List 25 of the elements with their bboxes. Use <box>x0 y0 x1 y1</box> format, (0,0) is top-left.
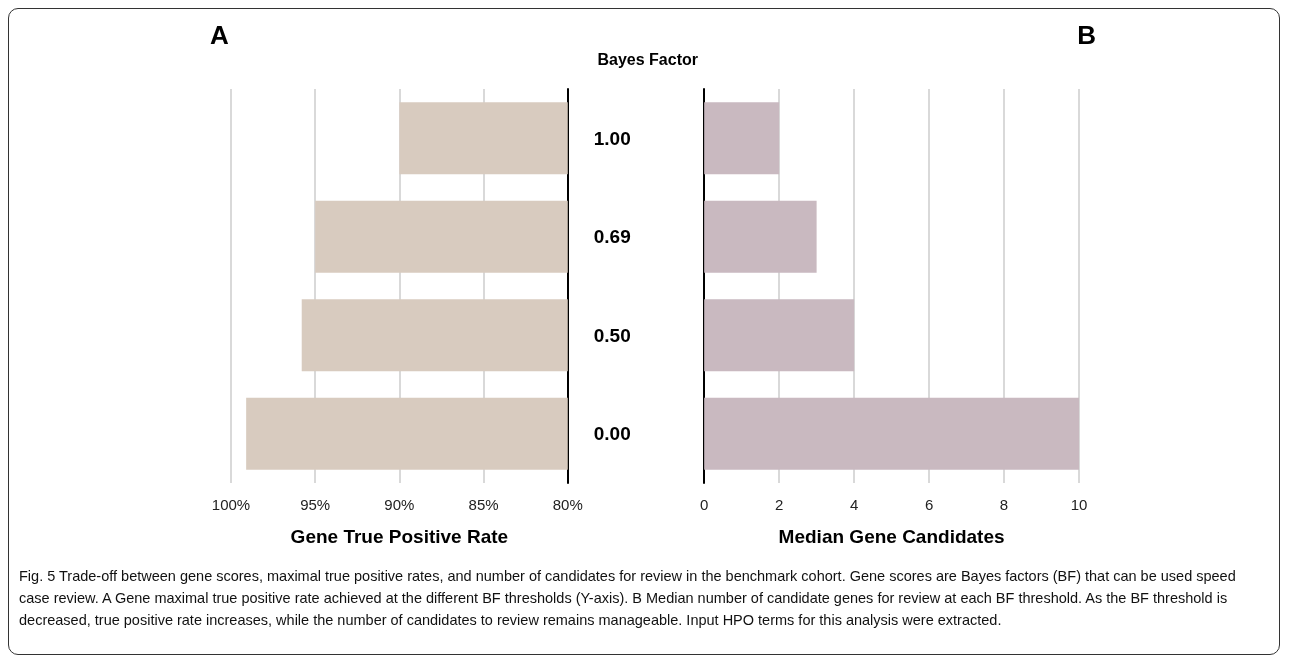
x-tick-label: 100% <box>211 496 251 513</box>
x-tick-label: 85% <box>468 496 499 513</box>
x-tick-label: 0 <box>700 496 709 513</box>
bar <box>704 299 855 372</box>
chart-title: A <box>210 20 229 50</box>
y-tick-label: 0.00 <box>593 423 631 445</box>
y-tick-label: 1.00 <box>593 127 631 149</box>
bar <box>704 102 780 175</box>
x-tick-label: 95% <box>300 496 331 513</box>
bar <box>704 200 817 273</box>
x-tick-label: 8 <box>999 496 1009 513</box>
y-axis-title: Bayes Factor <box>597 50 698 68</box>
x-axis-title: Median Gene Candidates <box>778 526 1005 547</box>
caption: Fig. 5 Trade-off between gene scores, maximal true positive rates, and number of candidates for review in the benchmark cohort. Gene scores are Bayes factors (BF) that can be used speed case review. A Gene maximal true positive rate achieved at the different BF thresholds (Y-axis). B Median number of candidate genes for review at each BF threshold. As the BF threshold is decreased, true positive rate increases, while the number of candidates to review remains manageable. Input HPO terms for this analysis were extracted. <box>19 567 1237 630</box>
y-tick-label: 0.69 <box>593 226 631 248</box>
bar <box>704 397 1079 470</box>
chart-title: B <box>1077 20 1096 50</box>
x-tick-label: 6 <box>924 496 934 513</box>
x-tick-label: 4 <box>849 496 859 513</box>
x-axis-title: Gene True Positive Rate <box>290 526 509 547</box>
x-tick-label: 90% <box>384 496 415 513</box>
x-tick-label: 10 <box>1070 496 1088 513</box>
x-tick-label: 80% <box>552 496 583 513</box>
y-tick-label: 0.50 <box>593 324 631 346</box>
x-tick-label: 2 <box>774 496 784 513</box>
